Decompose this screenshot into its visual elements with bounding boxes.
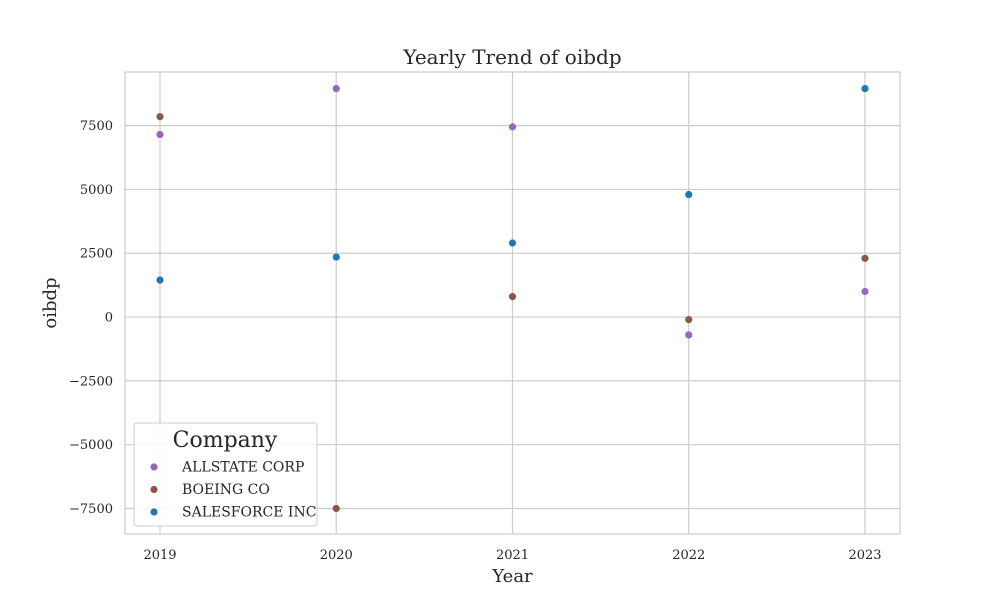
- plot-frame: [124, 71, 901, 535]
- x-axis-label: Year: [491, 566, 533, 587]
- data-point: [508, 123, 517, 131]
- legend-marker: [150, 485, 158, 494]
- tick-labels: −7500 −5000 −2500 0 2500 5000 7500 2019 2020 2021…: [69, 119, 882, 563]
- data-point: [508, 239, 517, 247]
- legend-entries: ALLSTATE CORP BOEING CO SALESFORCE INC: [150, 460, 316, 521]
- x-tick-label: 2021: [496, 548, 529, 563]
- y-tick-label: −5000: [69, 438, 113, 453]
- x-tick-label: 2019: [143, 548, 176, 563]
- y-axis-label: oibdp: [40, 277, 61, 328]
- data-point: [685, 190, 693, 199]
- y-tick-label: 2500: [80, 247, 113, 262]
- data-point: [156, 113, 164, 121]
- data-point: [861, 84, 869, 93]
- legend: Company ALLSTATE CORP BOEING CO SALESFORCE…: [133, 422, 318, 527]
- data-point: [156, 276, 164, 284]
- data-point: [861, 254, 869, 262]
- data-point: [685, 331, 693, 339]
- data-point: [332, 253, 340, 261]
- data-point: [685, 315, 693, 324]
- legend-marker: [150, 508, 158, 516]
- grid: [125, 72, 900, 534]
- x-tick-label: 2023: [848, 548, 881, 563]
- y-tick-label: 7500: [80, 119, 113, 134]
- data-point: [332, 504, 340, 513]
- legend-label: SALESFORCE INC: [182, 505, 316, 521]
- y-tick-label: 5000: [80, 183, 113, 198]
- x-tick-label: 2022: [672, 548, 705, 563]
- data-point: [508, 293, 517, 301]
- y-tick-label: −7500: [69, 502, 113, 517]
- x-tick-label: 2020: [320, 548, 353, 563]
- data-points: [156, 84, 869, 513]
- data-point: [156, 130, 164, 139]
- data-point: [332, 84, 340, 93]
- legend-box: [133, 422, 318, 527]
- legend-label: ALLSTATE CORP: [181, 460, 304, 476]
- y-tick-label: −2500: [69, 374, 113, 389]
- data-point: [861, 287, 869, 296]
- legend-marker: [150, 463, 158, 471]
- legend-label: BOEING CO: [182, 482, 270, 498]
- chart-title: Yearly Trend of oibdp: [402, 45, 621, 69]
- legend-title: Company: [173, 428, 278, 453]
- y-tick-label: 0: [105, 311, 113, 326]
